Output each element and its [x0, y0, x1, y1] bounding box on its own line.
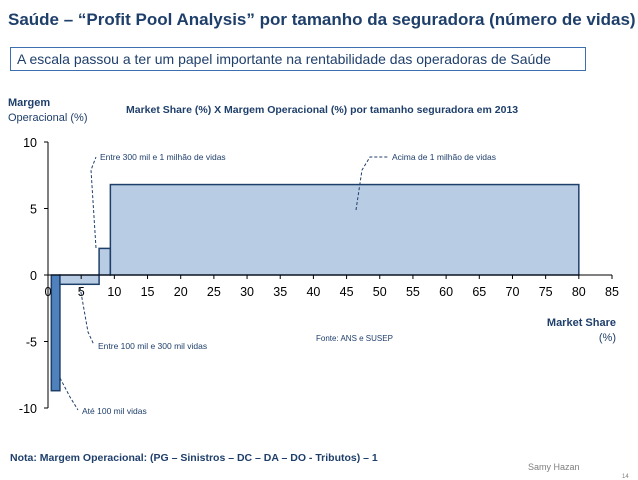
- y-tick-label: -10: [19, 402, 37, 416]
- y-axis-title-name: Margem: [8, 97, 51, 109]
- x-tick-label: 25: [207, 285, 221, 299]
- x-axis-title: Market Share (%): [547, 316, 616, 346]
- annotation-leader-line: [90, 156, 97, 249]
- bar-segment-1: [50, 274, 61, 392]
- y-axis-title: Margem Operacional (%): [8, 96, 87, 126]
- x-tick-label: 15: [141, 285, 155, 299]
- chart-title: Market Share (%) X Margem Operacional (%…: [126, 104, 519, 116]
- bar-segment-3: [98, 247, 112, 276]
- footnote: Nota: Margem Operacional: (PG – Sinistro…: [10, 452, 378, 464]
- y-axis-title-unit: Operacional (%): [8, 112, 88, 124]
- x-tick-label: 65: [472, 285, 486, 299]
- x-tick-label: 0: [45, 285, 52, 299]
- x-tick-label: 10: [107, 285, 121, 299]
- x-tick-label: 70: [506, 285, 520, 299]
- x-axis-title-name: Market Share: [546, 317, 616, 329]
- y-tick-label: 0: [30, 269, 37, 283]
- x-tick-label: 55: [406, 285, 420, 299]
- x-tick-label: 85: [605, 285, 619, 299]
- bar-segment-4: [109, 183, 580, 276]
- page-title: Saúde – “Profit Pool Analysis” por taman…: [8, 10, 636, 29]
- annotation-leader-line: [79, 286, 95, 346]
- subtitle-box: A escala passou a ter um papel important…: [10, 47, 586, 71]
- y-tick-label: 5: [30, 203, 37, 217]
- segment-label: Acima de 1 milhão de vidas: [392, 152, 496, 162]
- x-axis-title-unit: (%): [598, 332, 616, 344]
- author-name: Samy Hazan: [528, 462, 580, 472]
- x-tick-label: 40: [306, 285, 320, 299]
- x-tick-label: 50: [373, 285, 387, 299]
- y-tick-label: -5: [26, 336, 37, 350]
- segment-label: Entre 300 mil e 1 milhão de vidas: [100, 152, 226, 162]
- x-tick-label: 75: [539, 285, 553, 299]
- x-tick-label: 45: [340, 285, 354, 299]
- x-tick-label: 20: [174, 285, 188, 299]
- bar-segment-2: [59, 274, 100, 286]
- annotation-leader-line: [59, 377, 79, 411]
- y-tick-label: 10: [23, 136, 37, 150]
- segment-label: Até 100 mil vidas: [82, 406, 147, 416]
- page-number: 14: [622, 474, 629, 480]
- segment-label: Entre 100 mil e 300 mil vidas: [98, 341, 207, 351]
- x-tick-label: 30: [240, 285, 254, 299]
- chart-source: Fonte: ANS e SUSEP: [316, 334, 393, 343]
- x-tick-label: 80: [572, 285, 586, 299]
- x-tick-label: 60: [439, 285, 453, 299]
- x-tick-label: 35: [273, 285, 287, 299]
- annotation-leader-line: [355, 156, 388, 211]
